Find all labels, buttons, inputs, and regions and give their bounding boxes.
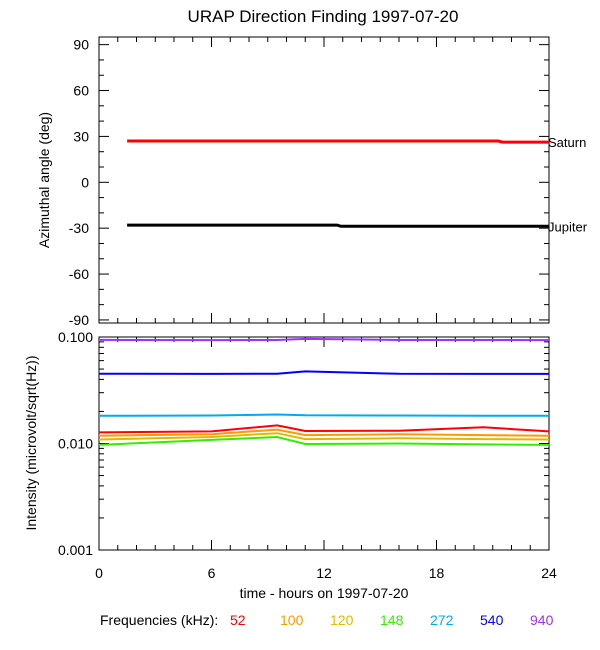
azimuth-y-tick-label: 90 xyxy=(73,37,89,53)
intensity-y-tick-label: 0.001 xyxy=(58,542,93,558)
intensity-y-ticks: 0.100 0.010 0.001 xyxy=(58,329,549,558)
azimuth-plot-frame xyxy=(98,36,550,324)
legend-item-100: 100 xyxy=(280,612,304,628)
legend-item-540: 540 xyxy=(480,612,504,628)
x-tick-label: 6 xyxy=(208,565,216,581)
azimuth-y-tick-label: 60 xyxy=(73,83,89,99)
series-272khz-line xyxy=(98,413,549,417)
legend-item-52: 52 xyxy=(230,612,246,628)
x-tick-label: 18 xyxy=(429,565,445,581)
chart-title: URAP Direction Finding 1997-07-20 xyxy=(188,7,459,26)
series-saturn-label: Saturn xyxy=(548,135,586,150)
x-axis-label: time - hours on 1997-07-20 xyxy=(240,585,409,601)
series-148khz-line xyxy=(98,435,550,446)
legend-item-148: 148 xyxy=(380,612,404,628)
series-saturn-line xyxy=(127,139,549,144)
legend-item-272: 272 xyxy=(430,612,454,628)
series-52khz-line xyxy=(98,424,550,434)
x-tick-label: 24 xyxy=(541,565,557,581)
azimuth-x-ticks xyxy=(98,37,550,323)
azimuth-y-axis-label: Azimuthal angle (deg) xyxy=(36,112,52,248)
legend-title: Frequencies (kHz): xyxy=(100,612,218,628)
azimuth-series: Saturn Jupiter xyxy=(127,135,588,234)
azimuth-y-tick-label: 0 xyxy=(81,174,89,190)
intensity-series xyxy=(98,337,550,446)
legend-item-940: 940 xyxy=(530,612,554,628)
series-100khz-line xyxy=(98,428,550,437)
series-jupiter-label: Jupiter xyxy=(548,219,588,234)
azimuth-y-tick-label: -90 xyxy=(69,312,89,328)
series-120khz-line xyxy=(98,432,550,441)
series-540khz-line xyxy=(98,370,549,375)
azimuth-y-ticks: 90 60 30 0 -30 -60 -90 xyxy=(69,37,549,328)
intensity-y-axis-label: Intensity (microvolt/sqrt(Hz)) xyxy=(23,355,39,530)
x-tick-label: 0 xyxy=(95,565,103,581)
x-tick-label: 12 xyxy=(316,565,332,581)
intensity-panel: 0.100 0.010 0.001 0 6 12 18 24 Intensity (micr… xyxy=(23,329,557,601)
series-940khz-line xyxy=(98,337,550,342)
azimuth-panel: 90 60 30 0 -30 -60 -90 Saturn Jupiter Azimuthal… xyxy=(36,36,588,328)
azimuth-y-tick-label: 30 xyxy=(73,128,89,144)
series-jupiter-line xyxy=(127,223,549,228)
azimuth-y-tick-label: -30 xyxy=(69,220,89,236)
intensity-y-tick-label: 0.100 xyxy=(58,329,93,345)
frequency-legend: Frequencies (kHz): 52 100 120 148 272 540 940 xyxy=(100,612,554,628)
intensity-y-tick-label: 0.010 xyxy=(58,436,93,452)
legend-item-120: 120 xyxy=(330,612,354,628)
azimuth-y-tick-label: -60 xyxy=(69,266,89,282)
